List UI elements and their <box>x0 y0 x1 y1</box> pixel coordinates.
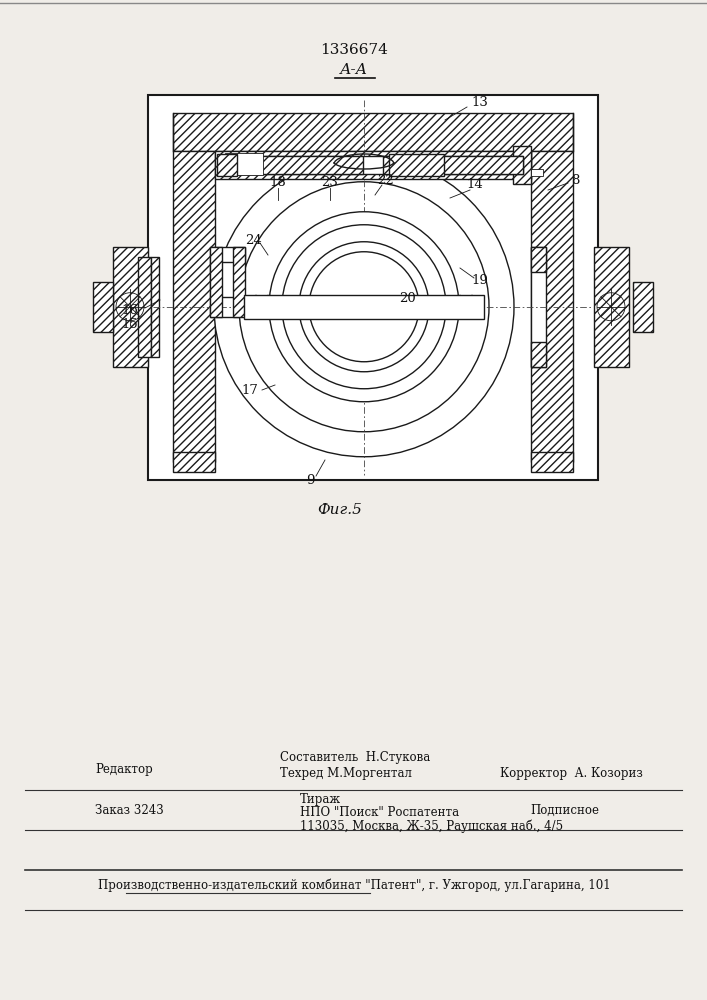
Text: 18: 18 <box>269 176 286 190</box>
Text: Редактор: Редактор <box>95 764 153 776</box>
Bar <box>594 247 629 367</box>
Text: 9: 9 <box>305 474 314 487</box>
Text: Тираж: Тираж <box>300 794 341 806</box>
Text: 24: 24 <box>245 233 262 246</box>
Bar <box>138 257 151 357</box>
Bar <box>215 151 531 179</box>
Circle shape <box>269 212 459 402</box>
Bar <box>633 282 653 332</box>
Text: Заказ 3243: Заказ 3243 <box>95 804 164 816</box>
Text: 13: 13 <box>472 97 489 109</box>
Text: НПО "Поиск" Роспатента: НПО "Поиск" Роспатента <box>300 806 459 820</box>
Bar <box>531 247 546 272</box>
Text: 17: 17 <box>242 383 259 396</box>
Bar <box>173 113 573 151</box>
Bar <box>531 342 546 367</box>
Bar <box>233 247 245 317</box>
Text: 15: 15 <box>122 318 139 332</box>
Bar <box>210 247 245 317</box>
Bar <box>531 452 573 472</box>
Polygon shape <box>531 169 543 176</box>
Bar <box>173 452 215 472</box>
Circle shape <box>282 225 446 389</box>
Circle shape <box>239 182 489 432</box>
Text: 14: 14 <box>467 178 484 192</box>
Bar <box>215 262 243 297</box>
Bar <box>244 295 484 319</box>
Text: Корректор  А. Козориз: Корректор А. Козориз <box>500 766 643 780</box>
Text: 113035, Москва, Ж-35, Раушская наб., 4/5: 113035, Москва, Ж-35, Раушская наб., 4/5 <box>300 819 563 833</box>
Text: Производственно-издательский комбинат "Патент", г. Ужгород, ул.Гагарина, 101: Производственно-издательский комбинат "П… <box>98 878 610 892</box>
Text: 16: 16 <box>122 304 139 316</box>
Text: Техред М.Моргентал: Техред М.Моргентал <box>280 766 412 780</box>
Bar <box>151 257 159 357</box>
Bar <box>217 154 237 176</box>
Circle shape <box>309 252 419 362</box>
Bar <box>148 95 598 480</box>
Bar <box>210 247 222 317</box>
Bar <box>389 154 444 176</box>
Text: 20: 20 <box>399 292 416 304</box>
Circle shape <box>299 242 429 372</box>
Text: 22: 22 <box>377 174 393 186</box>
Text: Подписное: Подписное <box>530 804 599 816</box>
Text: Фиг.5: Фиг.5 <box>317 503 363 517</box>
Bar <box>225 153 263 175</box>
Bar <box>531 247 546 367</box>
Bar <box>223 156 523 174</box>
Text: 23: 23 <box>322 176 339 190</box>
Text: 19: 19 <box>472 273 489 286</box>
Bar <box>513 146 531 184</box>
Text: А-А: А-А <box>340 63 368 77</box>
Text: 8: 8 <box>571 174 579 186</box>
Bar <box>531 151 573 462</box>
Bar <box>93 282 113 332</box>
Circle shape <box>214 157 514 457</box>
Text: 1336674: 1336674 <box>320 43 388 57</box>
Bar <box>173 151 215 462</box>
Bar <box>383 156 523 174</box>
Text: Составитель  Н.Стукова: Составитель Н.Стукова <box>280 752 431 764</box>
Bar <box>113 247 148 367</box>
Bar <box>223 156 363 174</box>
